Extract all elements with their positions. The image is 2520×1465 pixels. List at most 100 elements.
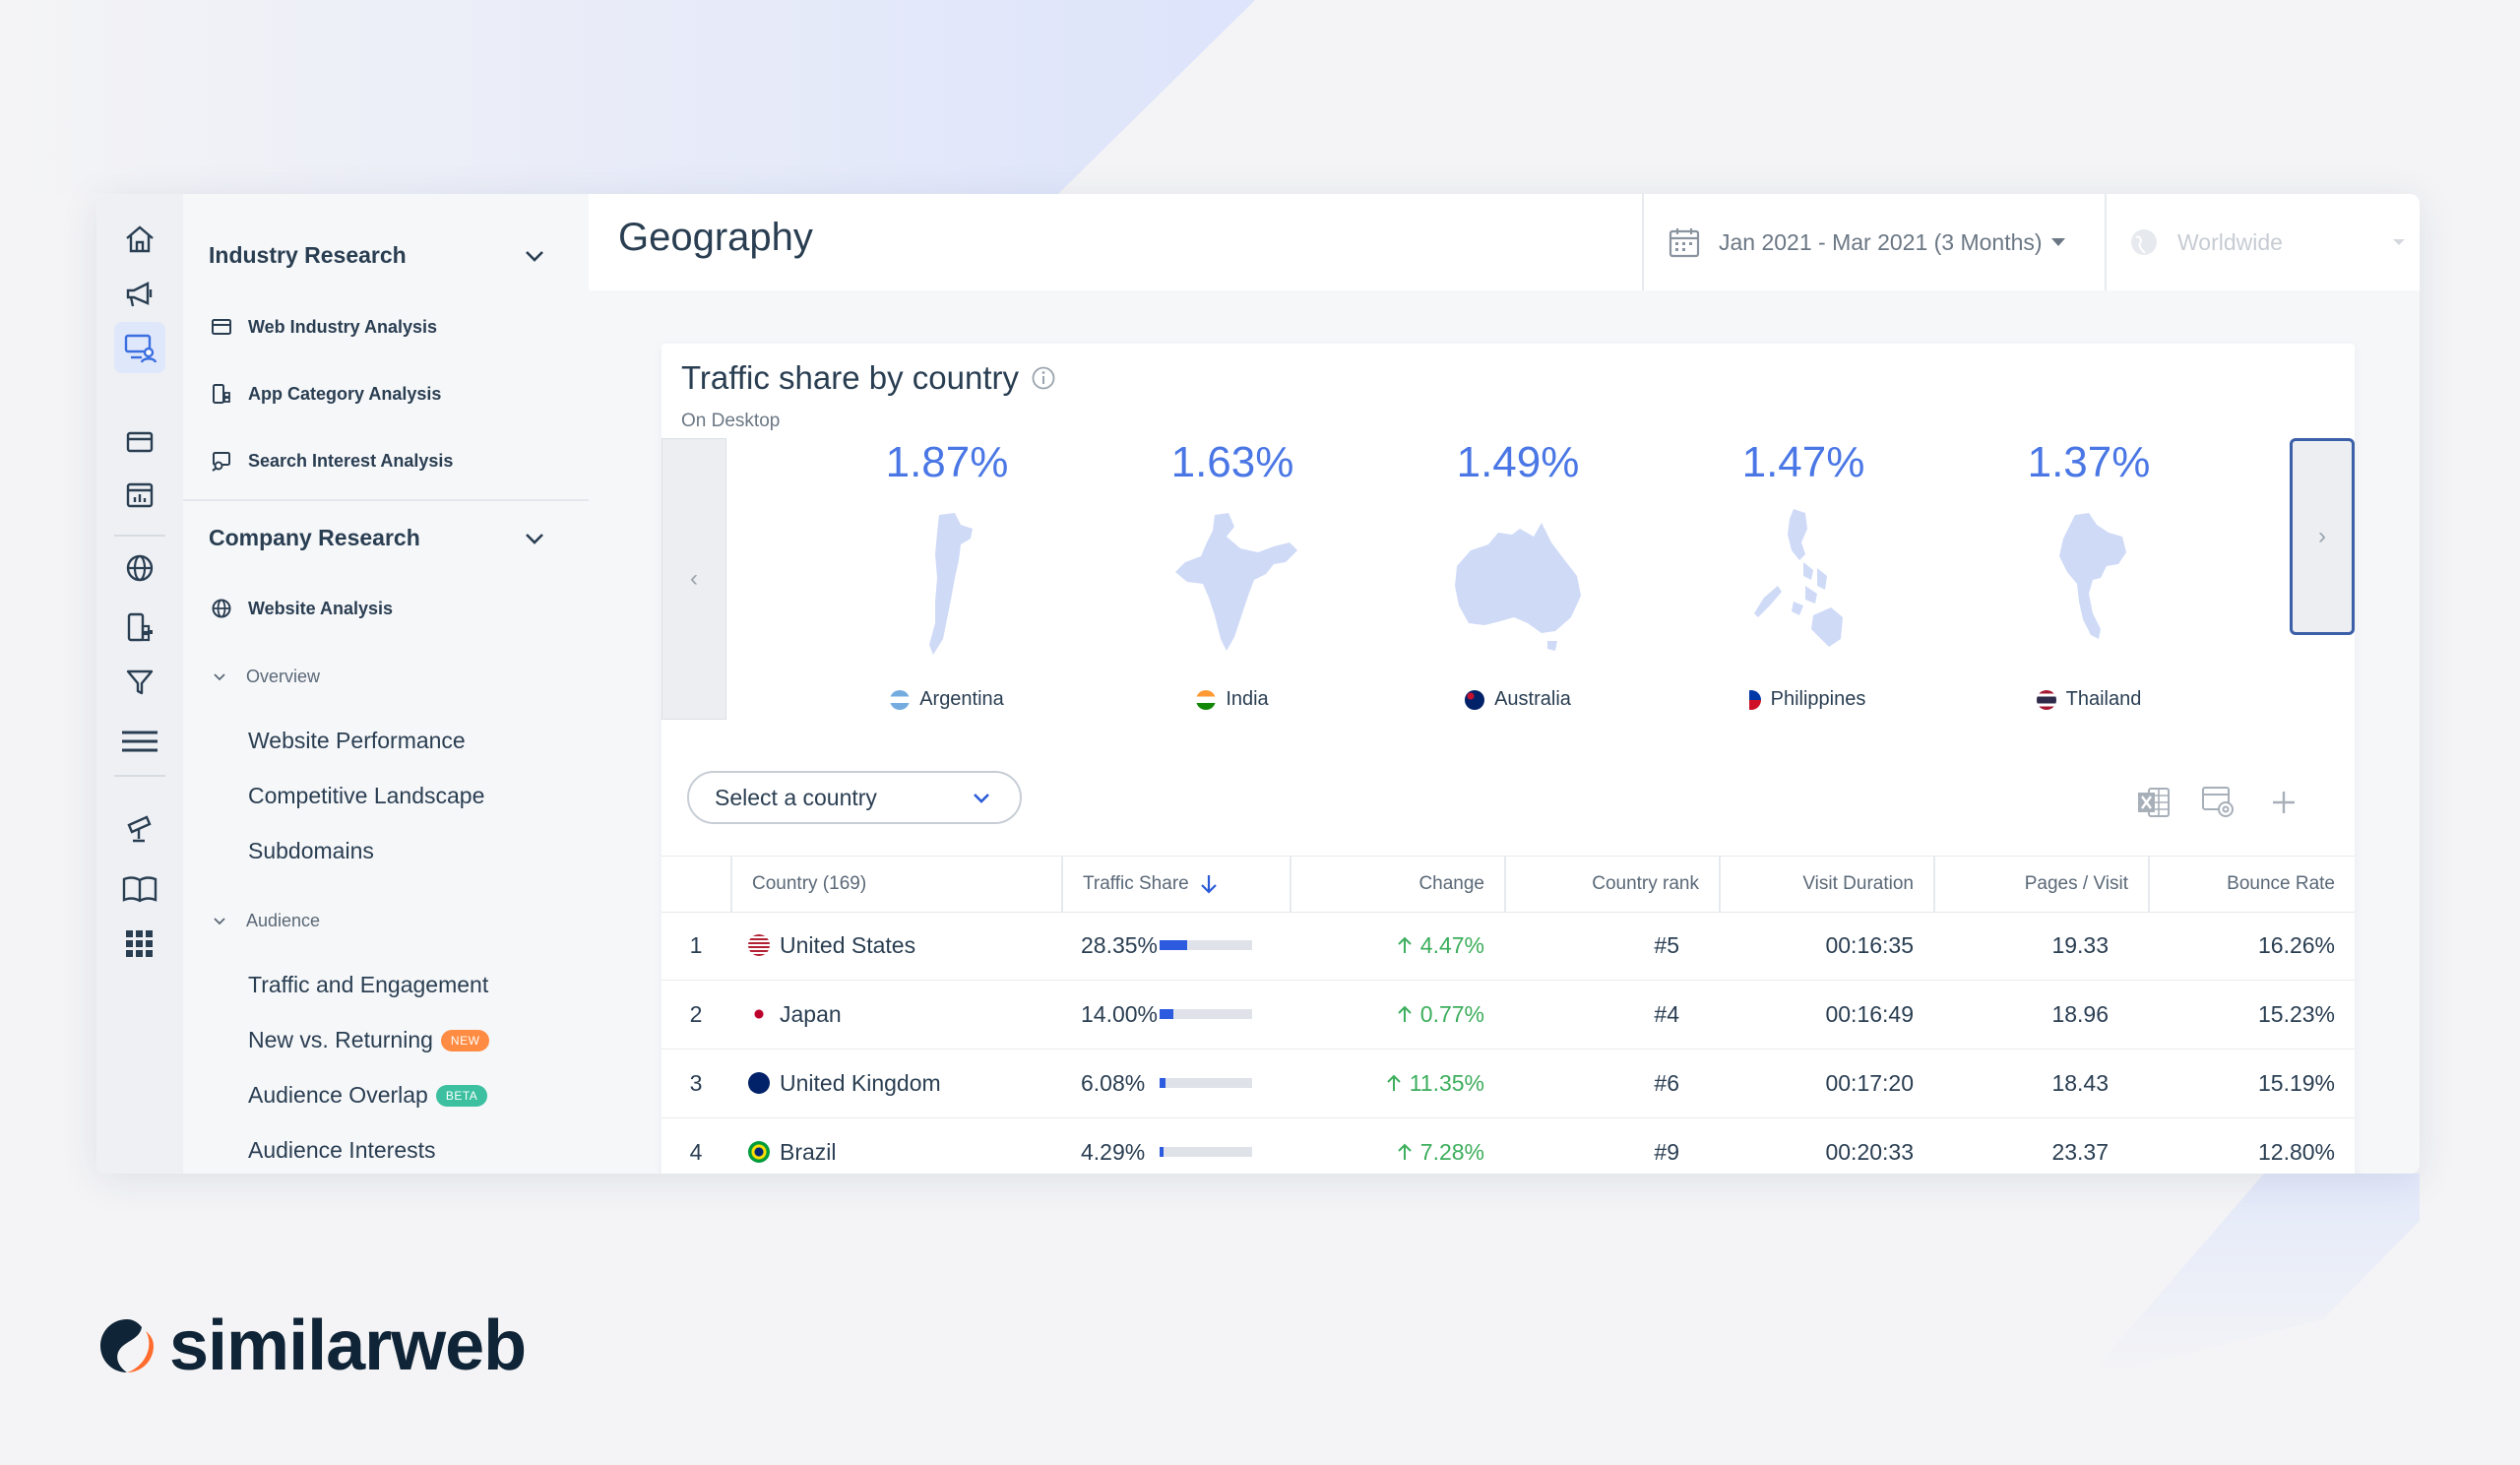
arrow-up-icon: [1398, 1005, 1412, 1022]
pages-visit-cell: 18.96: [2051, 1000, 2109, 1027]
settings-table-icon[interactable]: [2199, 783, 2238, 822]
sidebar-item-new-vs-returning[interactable]: New vs. Returning NEW: [248, 1027, 490, 1053]
table-row[interactable]: 1 United States 28.35% 4.47% #5 00:16:35…: [662, 911, 2355, 981]
select-country-dropdown[interactable]: Select a country: [687, 771, 1022, 824]
country-name: Philippines: [1685, 688, 1922, 711]
traffic-share-bar-fill: [1160, 1147, 1165, 1157]
globe-icon[interactable]: [114, 542, 165, 594]
region-value: Worldwide: [2177, 228, 2283, 255]
sidebar-item-website-analysis[interactable]: Website Analysis: [209, 596, 393, 621]
app-grid-icon[interactable]: [114, 602, 165, 653]
table-row[interactable]: 2 Japan 14.00% 0.77% #4 00:16:49 18.96 1…: [662, 980, 2355, 1050]
rail-separator: [114, 775, 165, 777]
table-row[interactable]: 4 Brazil 4.29% 7.28% #9 00:20:33 23.37 1…: [662, 1117, 2355, 1174]
india-flag-icon: [1196, 689, 1217, 710]
row-index: 4: [689, 1138, 703, 1165]
bounce-rate-cell: 12.80%: [2257, 1138, 2335, 1165]
column-header-traffic-share[interactable]: Traffic Share: [1061, 857, 1290, 912]
date-range-selector[interactable]: Jan 2021 - Mar 2021 (3 Months): [1642, 194, 2105, 290]
traffic-share-cell: 28.35%: [1081, 911, 1290, 980]
sidebar-item-competitive-landscape[interactable]: Competitive Landscape: [248, 783, 485, 808]
company-research-heading[interactable]: Company Research: [209, 525, 420, 550]
arrow-up-icon: [1398, 936, 1412, 953]
sidebar-item-audience-interests[interactable]: Audience Interests: [248, 1137, 436, 1164]
country-cell[interactable]: United States: [748, 911, 1061, 980]
excel-export-icon[interactable]: [2134, 783, 2174, 822]
visit-duration-cell: 00:16:49: [1825, 1000, 1914, 1027]
chevron-down-icon[interactable]: [524, 245, 545, 267]
country-card-australia[interactable]: 1.49% Australia: [1400, 438, 1636, 724]
country-cell[interactable]: Japan: [748, 980, 1061, 1049]
column-header-pages-visit[interactable]: Pages / Visit: [1933, 857, 2148, 912]
sidebar-item-label: Website Analysis: [248, 598, 394, 618]
sidebar-item-subdomains[interactable]: Subdomains: [248, 838, 374, 863]
sidebar-item-label: App Category Analysis: [248, 383, 442, 404]
column-header-bounce-rate[interactable]: Bounce Rate: [2148, 857, 2355, 912]
home-icon[interactable]: [114, 214, 165, 265]
window-icon[interactable]: [114, 416, 165, 468]
column-header-country-rank[interactable]: Country rank: [1504, 857, 1719, 912]
row-index: 1: [689, 931, 703, 958]
add-icon[interactable]: [2264, 783, 2303, 822]
country-label: Argentina: [919, 688, 1004, 710]
info-icon[interactable]: [1031, 365, 1056, 391]
traffic-share-bar: [1160, 1147, 1252, 1157]
sort-down-arrow-icon: [1200, 875, 1217, 894]
country-card-india[interactable]: 1.63% India: [1114, 438, 1351, 724]
apps-icon[interactable]: [114, 919, 165, 970]
sidebar-item-search-interest-analysis[interactable]: Search Interest Analysis: [209, 448, 453, 474]
india-map-icon: [1175, 513, 1297, 651]
date-range-value: Jan 2021 - Mar 2021 (3 Months): [1719, 228, 2043, 255]
country-name: Argentina: [829, 688, 1065, 711]
row-index: 2: [689, 1000, 703, 1027]
menu-icon[interactable]: [114, 716, 165, 767]
country-card-argentina[interactable]: 1.87% Argentina: [829, 438, 1065, 724]
country-flag-icon: [748, 934, 770, 956]
chevron-down-icon: [974, 794, 989, 803]
search-chart-icon: [209, 448, 234, 474]
chevron-down-icon[interactable]: [524, 528, 545, 549]
overview-label: Overview: [246, 667, 321, 686]
audience-section-toggle[interactable]: Audience: [213, 911, 320, 931]
megaphone-icon[interactable]: [114, 269, 165, 320]
country-card-thailand[interactable]: 1.37% Thailand: [1971, 438, 2207, 724]
change-value: 4.47%: [1419, 931, 1484, 958]
main-content: Traffic share by country On Desktop ‹ › …: [589, 290, 2420, 1174]
book-icon[interactable]: [114, 863, 165, 915]
research-icon[interactable]: [114, 322, 165, 373]
thailand-flag-icon: [2036, 689, 2056, 710]
country-cell[interactable]: Brazil: [748, 1117, 1061, 1174]
column-header-change[interactable]: Change: [1290, 857, 1504, 912]
arrow-up-icon: [1386, 1074, 1401, 1091]
industry-research-heading[interactable]: Industry Research: [209, 242, 407, 268]
country-cell[interactable]: United Kingdom: [748, 1049, 1061, 1117]
funnel-icon[interactable]: [114, 657, 165, 708]
change-value: 7.28%: [1419, 1138, 1484, 1165]
country-name: United States: [780, 931, 916, 958]
country-card-philippines[interactable]: 1.47% Philippines: [1685, 438, 1922, 724]
sidebar: Industry Research Web Industry Analysis …: [183, 194, 591, 1174]
carousel-next-button[interactable]: ›: [2290, 438, 2355, 635]
dashboard-chart-icon[interactable]: [114, 470, 165, 521]
sidebar-item-audience-overlap[interactable]: Audience Overlap BETA: [248, 1082, 488, 1109]
sidebar-item-web-industry-analysis[interactable]: Web Industry Analysis: [209, 314, 437, 340]
similarweb-logo-mark: [100, 1319, 154, 1372]
region-selector[interactable]: Worldwide: [2105, 194, 2420, 290]
column-header-visit-duration[interactable]: Visit Duration: [1719, 857, 1933, 912]
visit-duration-cell: 00:16:35: [1825, 931, 1914, 958]
sidebar-item-website-performance[interactable]: Website Performance: [248, 728, 466, 753]
sidebar-item-traffic-and-engagement[interactable]: Traffic and Engagement: [248, 972, 488, 998]
overview-section-toggle[interactable]: Overview: [213, 667, 320, 687]
sidebar-item-app-category-analysis[interactable]: App Category Analysis: [209, 381, 441, 407]
visit-duration-cell: 00:17:20: [1825, 1069, 1914, 1096]
bounce-rate-cell: 15.23%: [2257, 1000, 2335, 1027]
table-row[interactable]: 3 United Kingdom 6.08% 11.35% #6 00:17:2…: [662, 1049, 2355, 1118]
column-header-country[interactable]: Country (169): [730, 857, 1061, 912]
australia-flag-icon: [1465, 689, 1485, 710]
carousel-prev-button[interactable]: ‹: [662, 438, 726, 720]
pages-visit-cell: 18.43: [2051, 1069, 2109, 1096]
country-share: 1.49%: [1456, 438, 1580, 486]
argentina-flag-icon: [890, 689, 911, 710]
telescope-icon[interactable]: [114, 802, 165, 854]
